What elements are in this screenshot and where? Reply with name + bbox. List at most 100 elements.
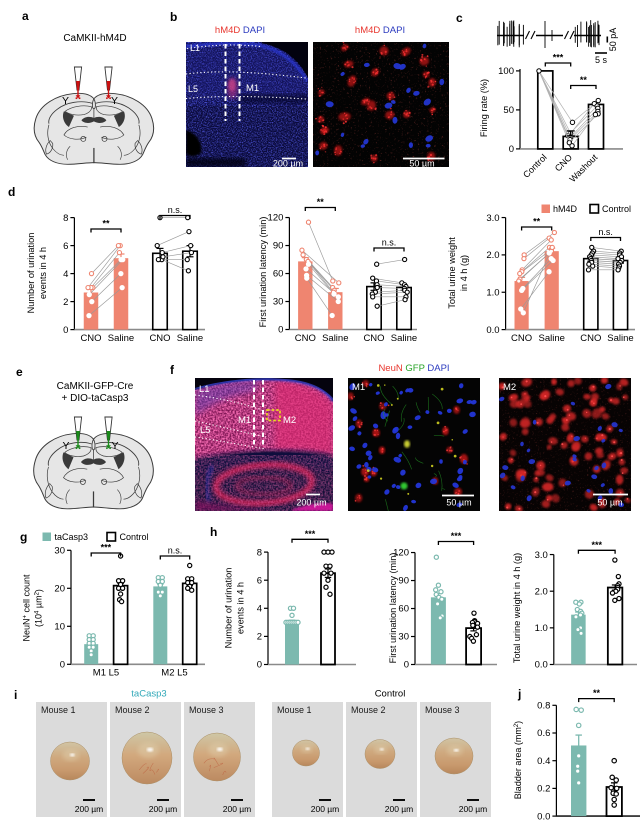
- svg-text:Y: Y: [62, 440, 69, 452]
- svg-text:0.0: 0.0: [535, 660, 548, 671]
- svg-text:d: d: [8, 185, 15, 199]
- svg-text:hM4D DAPI: hM4D DAPI: [355, 25, 405, 36]
- svg-text:CNO: CNO: [363, 333, 384, 344]
- svg-text:200 µm: 200 µm: [75, 804, 104, 814]
- svg-text:0: 0: [404, 660, 409, 671]
- svg-text:L1: L1: [199, 384, 210, 395]
- svg-text:M1 L5: M1 L5: [93, 668, 119, 679]
- svg-text:Number of urination: Number of urination: [224, 568, 234, 649]
- svg-text:***: ***: [591, 540, 602, 550]
- svg-text:120: 120: [393, 548, 409, 559]
- svg-text:200 µm: 200 µm: [273, 159, 303, 169]
- svg-text:Mouse 2: Mouse 2: [351, 705, 386, 715]
- svg-text:1.0: 1.0: [486, 287, 499, 298]
- svg-text:90: 90: [398, 576, 409, 587]
- svg-text:50 µm: 50 µm: [409, 159, 434, 169]
- svg-text:120: 120: [268, 213, 284, 224]
- svg-text:hM4D DAPI: hM4D DAPI: [215, 25, 265, 36]
- svg-text:e: e: [16, 365, 23, 379]
- svg-text:i: i: [14, 688, 17, 702]
- svg-text:**: **: [533, 217, 541, 227]
- svg-text:Control: Control: [120, 532, 149, 542]
- svg-text:6: 6: [257, 575, 262, 586]
- svg-text:First urination latency (min): First urination latency (min): [388, 553, 398, 664]
- svg-text:4: 4: [63, 269, 68, 280]
- svg-text:Mouse 3: Mouse 3: [425, 705, 460, 715]
- svg-text:Saline: Saline: [607, 333, 633, 344]
- svg-text:Total urine weight: Total urine weight: [447, 237, 457, 309]
- svg-text:3.0: 3.0: [535, 550, 548, 561]
- svg-text:M2 L5: M2 L5: [161, 668, 187, 679]
- svg-text:30: 30: [54, 546, 65, 557]
- svg-text:Bladder area (mm2): Bladder area (mm2): [513, 721, 523, 799]
- svg-text:50 µm: 50 µm: [446, 498, 471, 508]
- svg-text:0.4: 0.4: [537, 756, 550, 767]
- svg-text:n.s.: n.s.: [598, 227, 613, 237]
- svg-text:taCasp3: taCasp3: [55, 532, 89, 542]
- svg-text:***: ***: [451, 531, 462, 541]
- svg-text:0.8: 0.8: [537, 701, 550, 712]
- svg-text:L1: L1: [190, 43, 200, 53]
- svg-text:**: **: [593, 688, 601, 698]
- svg-text:0: 0: [60, 660, 65, 671]
- svg-text:CaMKII-GFP-Cre: CaMKII-GFP-Cre: [57, 381, 134, 392]
- svg-text:3.0: 3.0: [486, 213, 499, 224]
- svg-text:60: 60: [273, 269, 284, 280]
- svg-text:200 µm: 200 µm: [296, 498, 326, 508]
- svg-text:taCasp3: taCasp3: [131, 689, 166, 700]
- svg-text:6: 6: [63, 241, 68, 252]
- svg-text:Y: Y: [111, 440, 118, 452]
- svg-text:0.0: 0.0: [486, 325, 499, 336]
- svg-text:NeuN GFP DAPI: NeuN GFP DAPI: [378, 363, 449, 374]
- svg-text:a: a: [22, 9, 29, 23]
- svg-text:**: **: [102, 219, 110, 229]
- svg-text:M1: M1: [352, 382, 365, 393]
- svg-text:Saline: Saline: [391, 333, 417, 344]
- svg-text:CNO: CNO: [511, 333, 532, 344]
- svg-text:CaMKII-hM4D: CaMKII-hM4D: [63, 33, 126, 44]
- svg-text:20: 20: [54, 584, 65, 595]
- svg-text:0.6: 0.6: [537, 728, 550, 739]
- svg-text:f: f: [170, 363, 175, 377]
- svg-text:60: 60: [398, 604, 409, 615]
- svg-text:g: g: [20, 530, 27, 544]
- svg-text:n.s.: n.s.: [168, 546, 183, 556]
- svg-text:0: 0: [278, 325, 283, 336]
- svg-text:CNO: CNO: [295, 333, 316, 344]
- svg-text:8: 8: [63, 213, 68, 224]
- svg-text:hM4D: hM4D: [553, 204, 578, 214]
- svg-text:Total urine weight in 4 h (g): Total urine weight in 4 h (g): [512, 553, 522, 663]
- svg-text:M1: M1: [246, 83, 259, 94]
- svg-text:***: ***: [305, 529, 316, 539]
- svg-text:Control: Control: [375, 689, 406, 700]
- svg-text:L5: L5: [200, 425, 211, 436]
- svg-text:200 µm: 200 µm: [311, 804, 340, 814]
- svg-text:50: 50: [503, 105, 514, 116]
- svg-text:5 s: 5 s: [595, 55, 608, 65]
- svg-text:50 pA: 50 pA: [608, 28, 618, 52]
- svg-text:L5: L5: [188, 84, 198, 94]
- svg-text:4: 4: [257, 604, 262, 615]
- svg-text:***: ***: [101, 543, 112, 553]
- svg-text:Saline: Saline: [538, 333, 564, 344]
- svg-text:2: 2: [63, 297, 68, 308]
- svg-text:200 µm: 200 µm: [149, 804, 178, 814]
- svg-text:8: 8: [257, 547, 262, 558]
- svg-text:30: 30: [398, 632, 409, 643]
- svg-text:Saline: Saline: [108, 333, 134, 344]
- svg-text:Mouse 1: Mouse 1: [277, 705, 312, 715]
- svg-text:events in 4 h: events in 4 h: [38, 247, 48, 299]
- svg-text:2.0: 2.0: [486, 250, 499, 261]
- svg-text:Number of urination: Number of urination: [26, 233, 36, 314]
- svg-text:1.0: 1.0: [535, 623, 548, 634]
- svg-text:Mouse 1: Mouse 1: [41, 705, 76, 715]
- svg-text:n.s.: n.s.: [168, 205, 183, 215]
- svg-text:Saline: Saline: [177, 333, 203, 344]
- svg-text:j: j: [517, 687, 521, 701]
- svg-text:Control: Control: [602, 204, 631, 214]
- svg-text:M1: M1: [238, 415, 251, 426]
- svg-text:CNO: CNO: [580, 333, 601, 344]
- svg-text:200 µm: 200 µm: [223, 804, 252, 814]
- svg-text:events in 4 h: events in 4 h: [236, 582, 246, 634]
- svg-text:10: 10: [54, 622, 65, 633]
